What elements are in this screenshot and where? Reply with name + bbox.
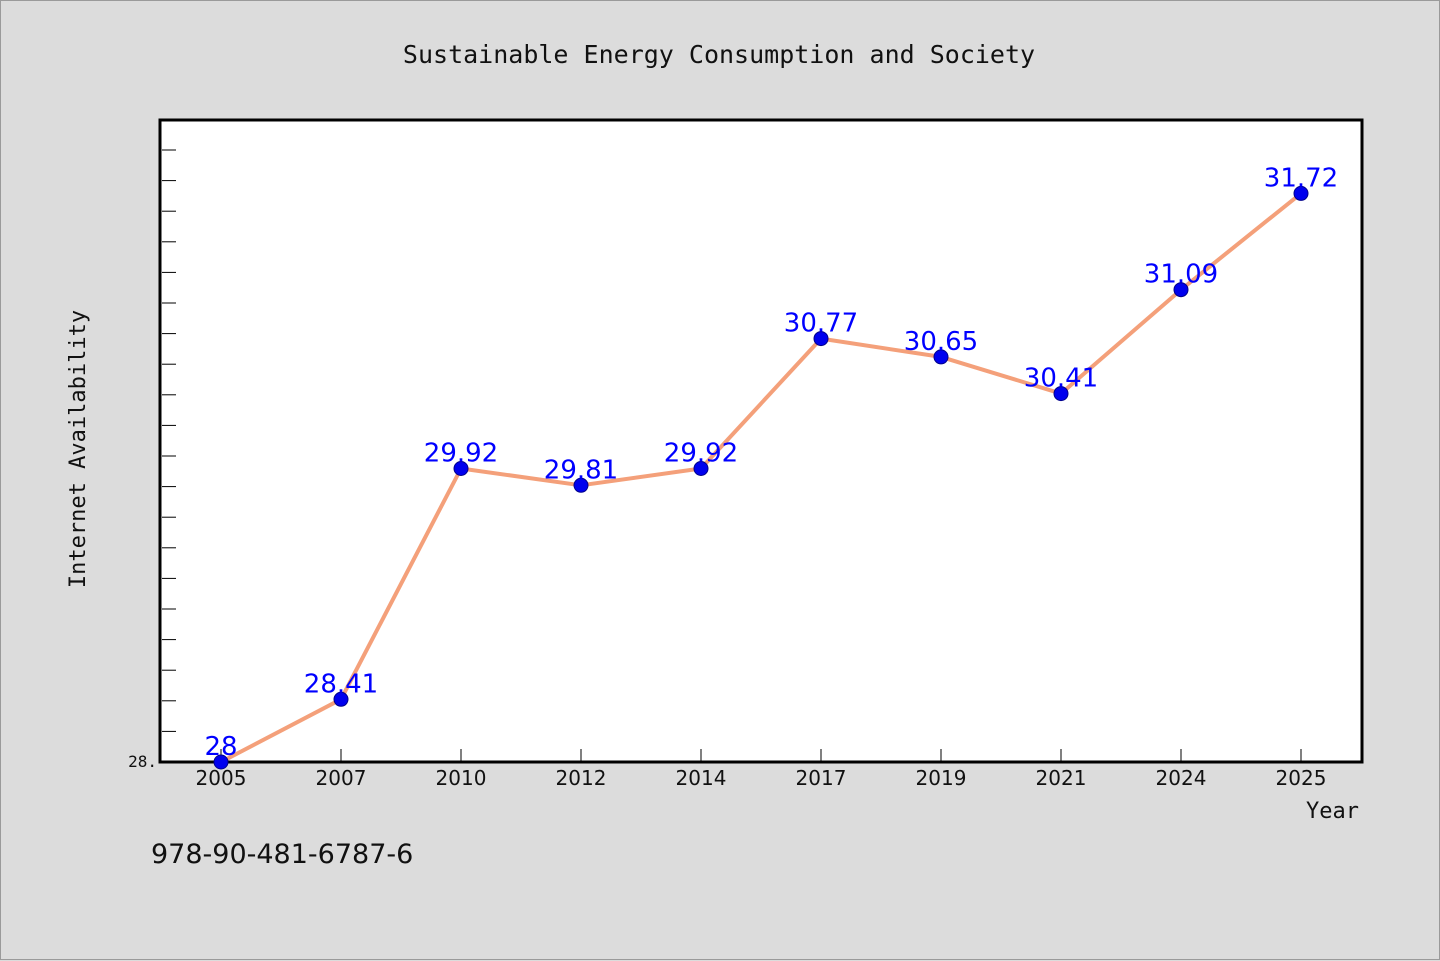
x-tick-label: 2021 <box>1036 766 1087 790</box>
plot-area <box>158 118 1364 764</box>
x-tick-label: 2025 <box>1276 766 1327 790</box>
data-labels: 28 28.41 29.92 29.81 29.92 30.77 30.65 30.41 31.… <box>204 163 1338 762</box>
data-label: 30.77 <box>784 309 858 339</box>
data-label: 29.92 <box>424 439 498 469</box>
x-tick-label: 2005 <box>196 766 247 790</box>
data-label: 28 <box>204 732 237 762</box>
x-tick-label: 2007 <box>316 766 367 790</box>
x-tick-label: 2019 <box>916 766 967 790</box>
data-label: 29.92 <box>664 439 738 469</box>
data-point <box>573 477 589 493</box>
data-point <box>453 461 469 476</box>
x-tick-label: 2010 <box>436 766 487 790</box>
chart-title: Sustainable Energy Consumption and Socie… <box>403 40 1035 69</box>
data-point <box>933 349 949 365</box>
series-line <box>219 191 1303 764</box>
data-point <box>213 754 229 770</box>
data-point <box>1053 386 1069 402</box>
data-label: 31.72 <box>1264 163 1338 193</box>
y-axis-ticks <box>162 149 176 763</box>
x-axis-label: Year <box>1306 799 1359 824</box>
x-tick-label: 2024 <box>1156 766 1207 790</box>
data-point <box>1293 185 1309 201</box>
data-point <box>1173 282 1189 298</box>
data-point <box>693 461 709 476</box>
data-label: 28.41 <box>304 669 378 699</box>
data-label: 31.09 <box>1144 260 1218 290</box>
y-axis-label: Internet Availability <box>66 310 91 588</box>
x-tick-label: 2014 <box>676 766 727 790</box>
data-label: 30.41 <box>1024 364 1098 394</box>
x-axis-ticks: 2005 2007 2010 2012 2014 2017 2019 2021 2024 2025 <box>196 749 1327 790</box>
data-point <box>813 331 829 347</box>
data-point <box>333 691 349 707</box>
x-tick-label: 2017 <box>796 766 847 790</box>
isbn-text: 978-90-481-6787-6 <box>151 839 413 870</box>
series-line-group <box>213 185 1309 770</box>
y-tick-label: 28. <box>128 752 157 771</box>
data-label: 29.81 <box>544 455 618 485</box>
data-label: 30.65 <box>904 327 978 357</box>
x-tick-label: 2012 <box>556 766 607 790</box>
